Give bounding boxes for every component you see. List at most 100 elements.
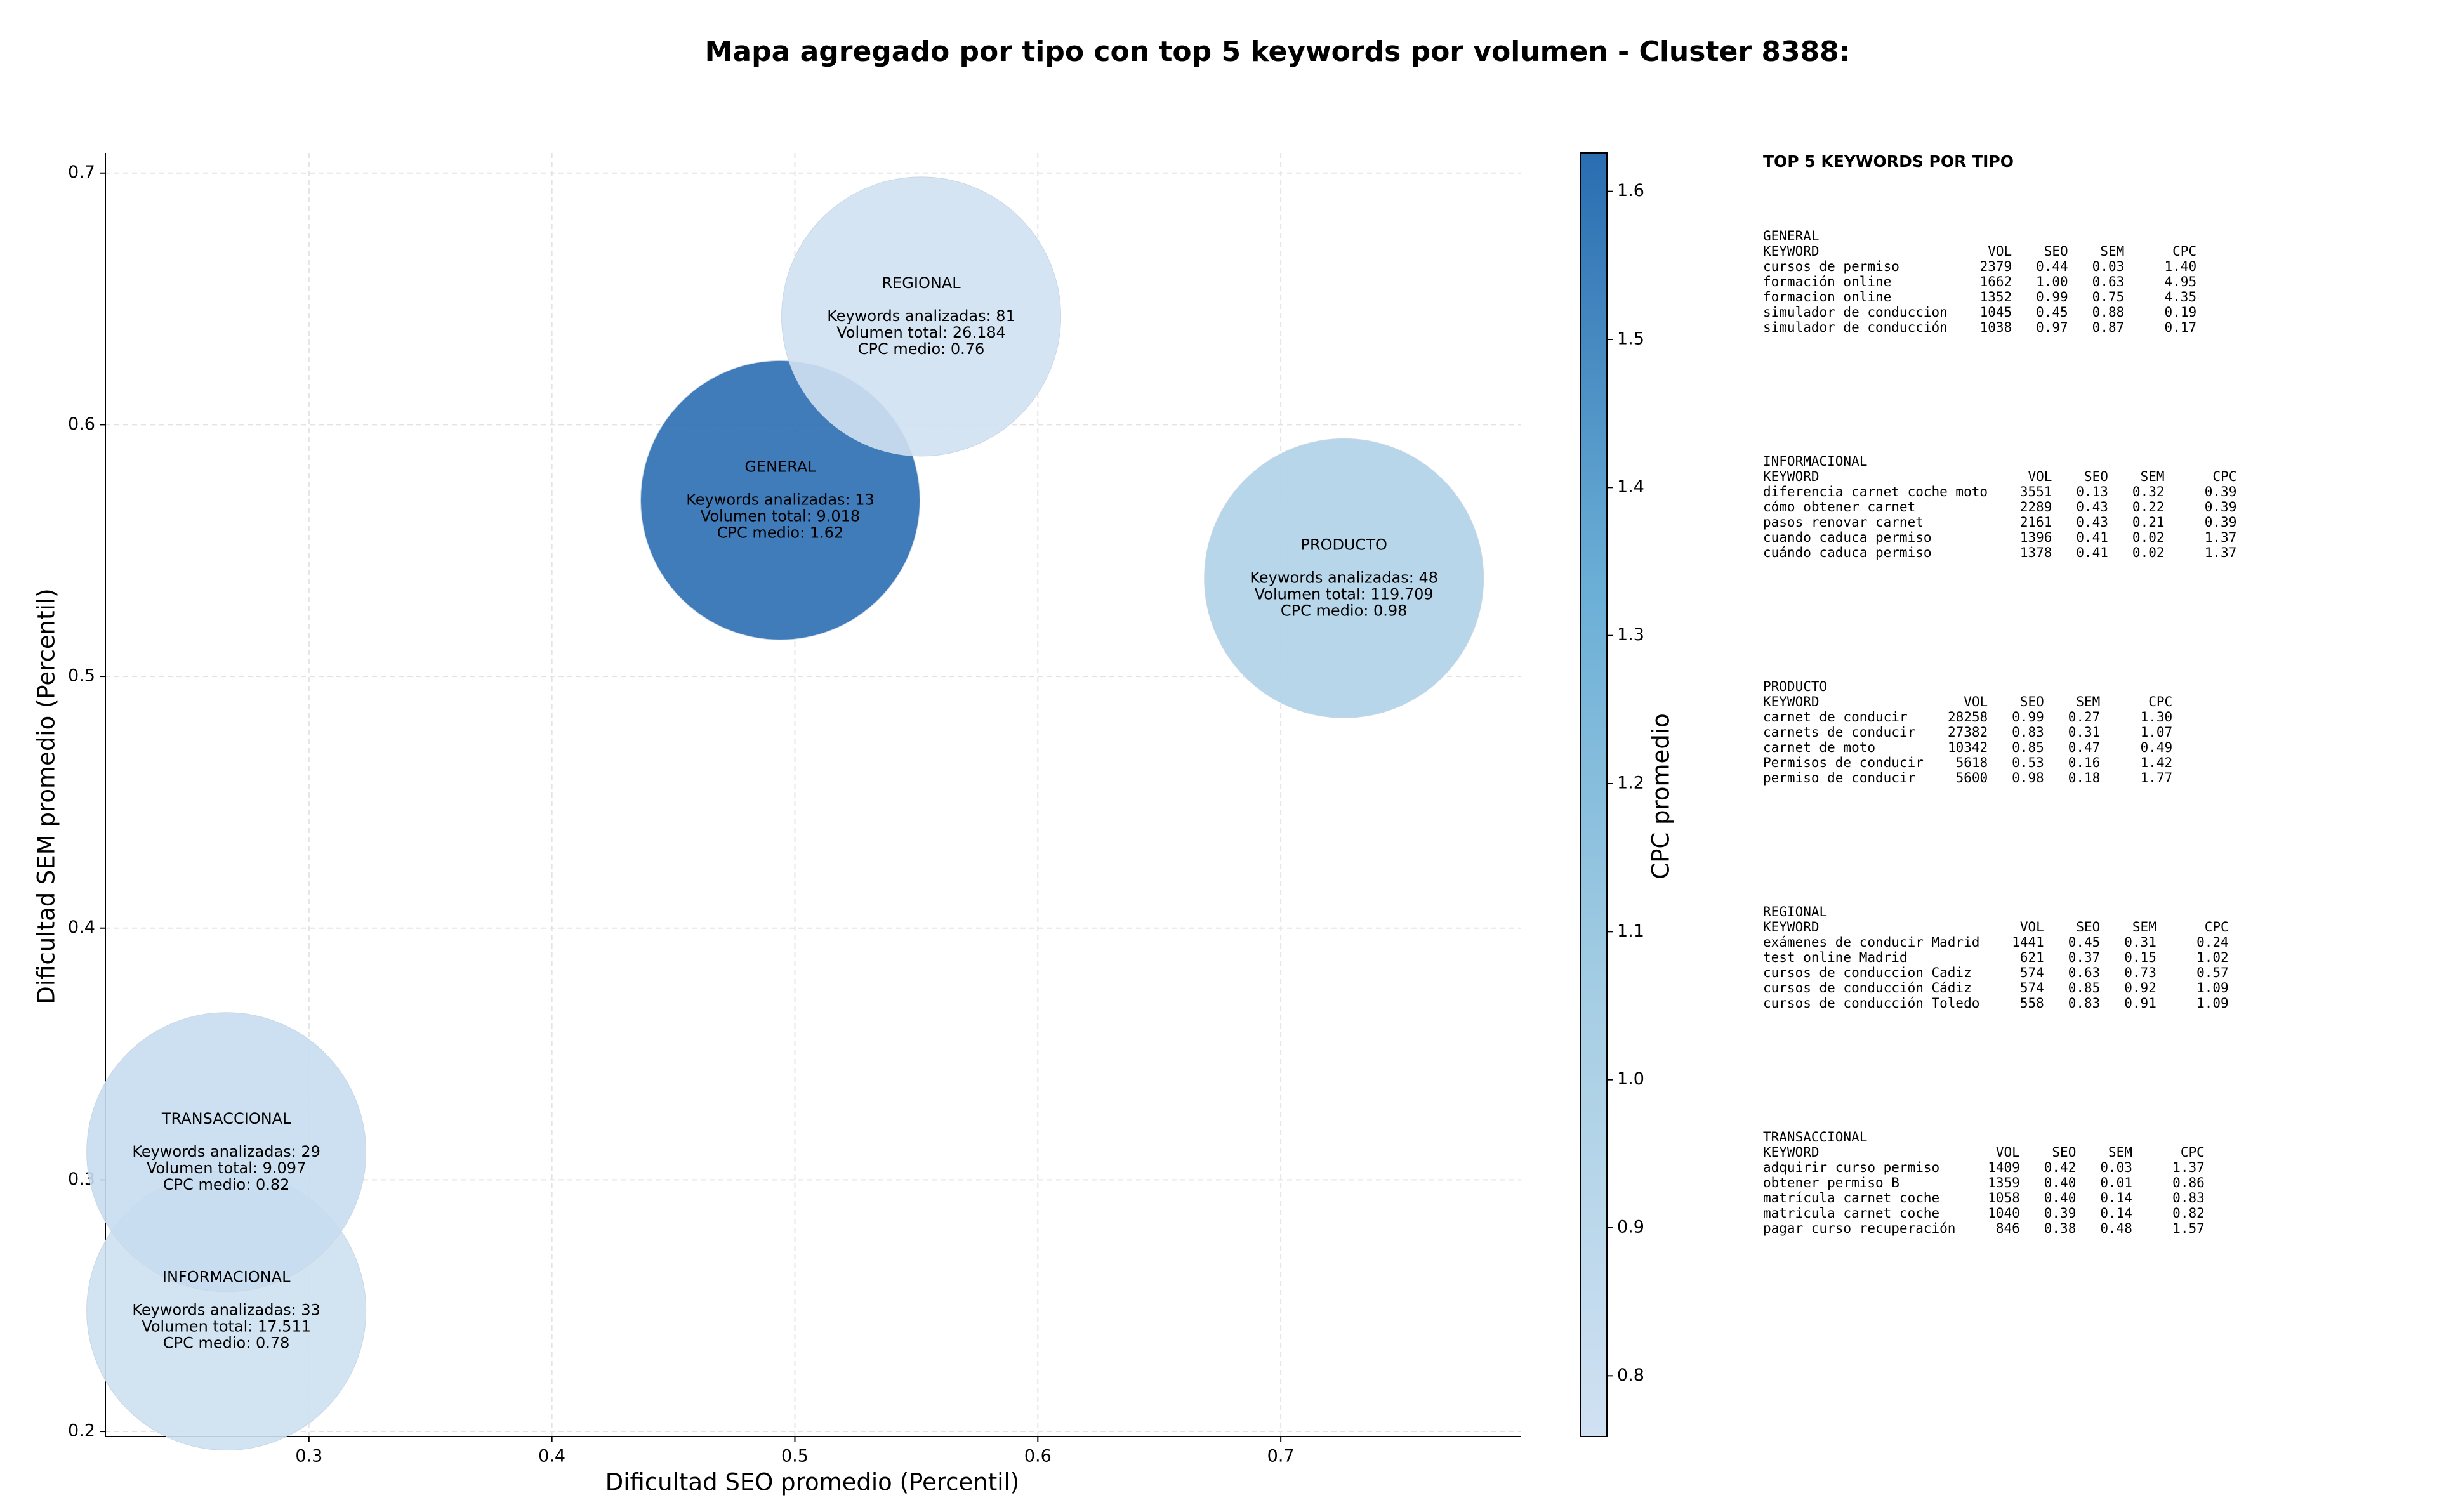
table-cell: diferencia carnet coche moto [1763, 484, 1988, 499]
bubble-annotation: Volumen total: 9.097 [147, 1159, 306, 1177]
table-cell: matrícula carnet coche [1763, 1190, 1939, 1206]
table-cell: 0.87 [2092, 320, 2125, 335]
table-cell: 0.27 [2068, 709, 2101, 725]
table-cell: 0.47 [2068, 740, 2101, 755]
colorbar-tick-label: 0.8 [1617, 1365, 1644, 1385]
bubble-annotation: Volumen total: 119.709 [1255, 585, 1434, 603]
table-cell: 0.91 [2124, 996, 2156, 1011]
table-cell: 0.38 [2044, 1221, 2077, 1236]
table-cell: matricula carnet coche [1763, 1206, 1939, 1221]
column-header: VOL [1996, 1145, 2020, 1160]
table-cell: 0.31 [2124, 935, 2156, 950]
column-header: KEYWORD [1763, 919, 1819, 935]
table-cell: 0.44 [2036, 259, 2068, 274]
panel-title: TOP 5 KEYWORDS POR TIPO [1763, 152, 2014, 171]
table-cell: 0.75 [2092, 289, 2125, 305]
bubble-annotation: Keywords analizadas: 29 [132, 1143, 320, 1160]
colorbar-tick-label: 1.3 [1617, 625, 1644, 645]
table-cell: 0.49 [2141, 740, 2173, 755]
column-header: SEO [2052, 1145, 2076, 1160]
table-cell: 0.42 [2044, 1160, 2077, 1175]
column-header: SEO [2084, 469, 2108, 484]
table-cell: 0.02 [2132, 530, 2165, 545]
column-header: CPC [2148, 694, 2172, 709]
table-cell: 0.13 [2076, 484, 2108, 499]
table-cell: permiso de conducir [1763, 770, 1915, 786]
table-cell: 0.21 [2132, 515, 2165, 530]
bubble [781, 176, 1062, 457]
table-cell: 1.07 [2141, 725, 2173, 740]
table-cell: 0.16 [2068, 755, 2101, 770]
table-cell: carnet de conducir [1763, 709, 1908, 725]
table-cell: cuándo caduca permiso [1763, 545, 1932, 560]
column-header: SEM [2100, 244, 2124, 259]
column-header: CPC [2205, 919, 2229, 935]
table-cell: cursos de conducción Toledo [1763, 996, 1979, 1011]
table-cell: 0.15 [2124, 950, 2156, 965]
table-cell: simulador de conducción [1763, 320, 1948, 335]
table-cell: adquirir curso permiso [1763, 1160, 1939, 1175]
bubble-annotation: Volumen total: 26.184 [836, 324, 1006, 341]
y-tick-label: 0.4 [68, 917, 95, 937]
table-cell: 0.01 [2100, 1175, 2132, 1190]
table-cell: 0.85 [2068, 980, 2101, 996]
table-cell: 0.45 [2068, 935, 2101, 950]
table-cell: 28258 [1948, 709, 1988, 725]
table-cell: 0.97 [2036, 320, 2068, 335]
bubble-annotation: CPC medio: 0.78 [163, 1334, 290, 1352]
table-cell: 0.41 [2076, 545, 2108, 560]
table-cell: 0.92 [2124, 980, 2156, 996]
colorbar-tick-label: 1.2 [1617, 773, 1644, 793]
table-cell: 0.39 [2044, 1206, 2077, 1221]
table-cell: 1038 [1980, 320, 2012, 335]
table-cell: 1.77 [2141, 770, 2173, 786]
column-header: SEM [2132, 919, 2156, 935]
table-cell: 0.83 [2012, 725, 2044, 740]
table-cell: 0.86 [2172, 1175, 2205, 1190]
column-header: VOL [2028, 469, 2052, 484]
bubble-annotation: Volumen total: 17.511 [142, 1318, 311, 1336]
bubble-annotation: CPC medio: 0.82 [163, 1176, 290, 1193]
table-cell: 0.48 [2100, 1221, 2132, 1236]
table-cell: 1040 [1988, 1206, 2020, 1221]
bubble-name: PRODUCTO [1300, 536, 1387, 553]
table-cell: 1662 [1980, 274, 2012, 289]
table-cell: 1.42 [2141, 755, 2173, 770]
column-header: SEO [2020, 694, 2044, 709]
table-cell: 5600 [1956, 770, 1988, 786]
bubble-name: GENERAL [744, 457, 816, 475]
table-cell: 1045 [1980, 305, 2012, 320]
table-cell: 574 [2020, 965, 2044, 980]
table-cell: 3551 [2020, 484, 2052, 499]
group-name: GENERAL [1763, 228, 1819, 244]
table-cell: 0.40 [2044, 1175, 2077, 1190]
table-cell: 0.39 [2205, 484, 2237, 499]
table-cell: cuando caduca permiso [1763, 530, 1932, 545]
table-cell: 0.53 [2012, 755, 2044, 770]
column-header: KEYWORD [1763, 1145, 1819, 1160]
group-name: INFORMACIONAL [1763, 454, 1867, 469]
table-cell: 0.83 [2172, 1190, 2205, 1206]
y-tick-label: 0.6 [68, 414, 95, 434]
table-cell: 0.43 [2076, 499, 2108, 515]
table-cell: 0.73 [2124, 965, 2156, 980]
y-tick-label: 0.7 [68, 162, 95, 182]
group-name: PRODUCTO [1763, 679, 1827, 694]
column-header: VOL [1988, 244, 2012, 259]
bubble-annotation: Keywords analizadas: 33 [132, 1301, 320, 1319]
table-cell: 1.09 [2196, 996, 2229, 1011]
bubble [86, 1012, 367, 1292]
table-cell: 0.31 [2068, 725, 2101, 740]
bubble-annotation: Keywords analizadas: 48 [1250, 569, 1438, 586]
table-cell: 1359 [1988, 1175, 2020, 1190]
table-cell: 1409 [1988, 1160, 2020, 1175]
table-cell: formacion online [1763, 289, 1891, 305]
x-tick-label: 0.7 [1267, 1447, 1295, 1466]
table-cell: 0.39 [2205, 515, 2237, 530]
table-cell: pasos renovar carnet [1763, 515, 1924, 530]
table-cell: 0.43 [2076, 515, 2108, 530]
table-cell: 0.98 [2012, 770, 2044, 786]
table-cell: 0.99 [2012, 709, 2044, 725]
table-cell: Permisos de conducir [1763, 755, 1924, 770]
table-cell: 1.37 [2205, 545, 2237, 560]
